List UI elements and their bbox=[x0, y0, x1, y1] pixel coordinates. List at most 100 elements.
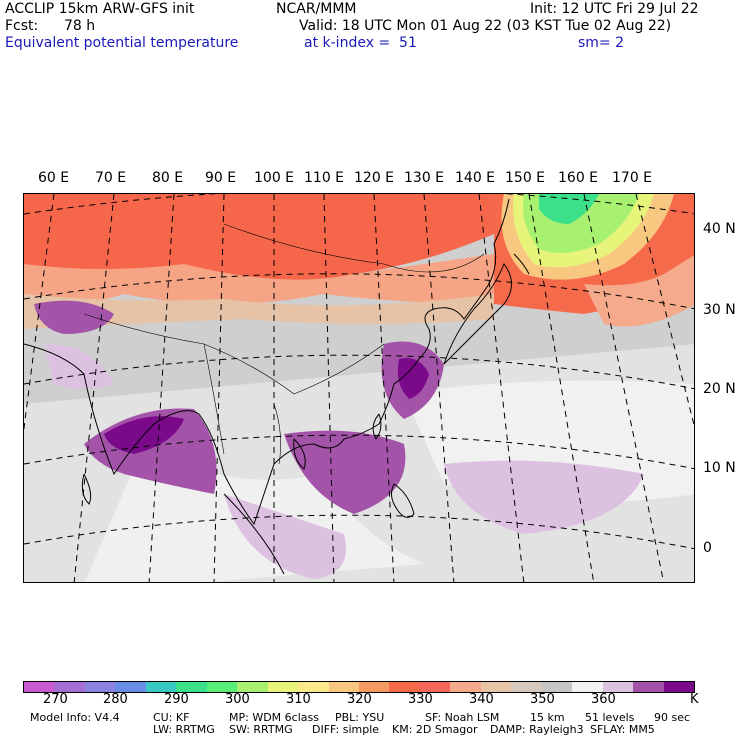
model-info-diff: DIFF: simple bbox=[312, 723, 380, 736]
model-title: ACCLIP 15km ARW-GFS init bbox=[5, 1, 195, 17]
model-info-cu: CU: KF bbox=[153, 711, 190, 724]
model-info-timestep: 90 sec bbox=[654, 711, 691, 724]
lon-label: 70 E bbox=[95, 170, 127, 186]
colorbar-swatch bbox=[541, 682, 573, 692]
field-name: Equivalent potential temperature bbox=[5, 35, 239, 51]
dark-purple-east-china bbox=[397, 358, 429, 399]
north-salmon-band bbox=[24, 254, 494, 314]
lon-line-170 bbox=[635, 194, 694, 427]
ne-green-core bbox=[539, 194, 599, 224]
lon-label: 130 E bbox=[404, 170, 445, 186]
lat-label: 10 N bbox=[703, 460, 736, 476]
map-panel bbox=[23, 193, 695, 583]
north-tan-band bbox=[24, 294, 494, 329]
model-info-km: KM: 2D Smagor bbox=[392, 723, 478, 736]
hainan-coastline bbox=[293, 438, 306, 470]
colorbar-tick: 330 bbox=[408, 692, 433, 707]
colorbar-swatch bbox=[419, 682, 451, 692]
lilac-region-south bbox=[224, 494, 346, 579]
colorbar-swatch bbox=[602, 682, 634, 692]
border-3 bbox=[273, 403, 281, 465]
valid-time: Valid: 18 UTC Mon 01 Aug 22 (03 KST Tue … bbox=[299, 18, 672, 34]
purple-region-scs bbox=[284, 430, 406, 514]
model-info-levels: 51 levels bbox=[585, 711, 635, 724]
colorbar-swatch bbox=[328, 682, 359, 692]
japan-coastline bbox=[443, 262, 512, 365]
lon-label: 120 E bbox=[354, 170, 395, 186]
model-info-version: Model Info: V4.4 bbox=[30, 711, 120, 724]
model-info-resolution: 15 km bbox=[530, 711, 565, 724]
model-info-mp: MP: WDM 6class bbox=[229, 711, 319, 724]
colorbar-swatch bbox=[267, 682, 299, 692]
coastlines bbox=[24, 198, 530, 575]
map-graphic bbox=[24, 194, 694, 582]
lon-label: 160 E bbox=[558, 170, 599, 186]
lat-label: 0 bbox=[703, 540, 712, 556]
colorbar-swatch bbox=[24, 682, 55, 692]
forecast-label: Fcst: bbox=[5, 18, 39, 34]
colorbar-tick: 340 bbox=[469, 692, 494, 707]
country-borders bbox=[83, 223, 485, 465]
philippines-coastline bbox=[391, 483, 415, 518]
colorbar-swatch bbox=[663, 682, 694, 692]
colorbar-tick: 360 bbox=[591, 692, 616, 707]
colorbar-tick: 290 bbox=[164, 692, 189, 707]
colorbar-tick: 310 bbox=[286, 692, 311, 707]
purple-region-west bbox=[34, 300, 114, 334]
lon-line-160 bbox=[583, 194, 665, 582]
border-2 bbox=[203, 343, 225, 455]
model-info-pbl: PBL: YSU bbox=[335, 711, 385, 724]
colorbar-tick: 350 bbox=[530, 692, 555, 707]
forecast-hours: 78 h bbox=[64, 18, 96, 34]
colorbar-swatch bbox=[572, 682, 603, 692]
colorbar-swatch bbox=[115, 682, 146, 692]
asia-coastline bbox=[24, 198, 510, 526]
colorbar-tick: 300 bbox=[225, 692, 250, 707]
lon-label: 170 E bbox=[612, 170, 653, 186]
colorbar-unit: K bbox=[690, 692, 699, 707]
colorbar-swatch bbox=[145, 682, 177, 692]
lon-label: 60 E bbox=[38, 170, 70, 186]
lon-label: 100 E bbox=[254, 170, 295, 186]
model-info-lw: LW: RRTMG bbox=[153, 723, 215, 736]
taiwan-coastline bbox=[372, 413, 382, 440]
colorbar-swatch bbox=[358, 682, 390, 692]
colorbar bbox=[23, 681, 695, 693]
graticule bbox=[24, 194, 694, 582]
colorbar-tick: 270 bbox=[43, 692, 68, 707]
colorbar-swatch bbox=[389, 682, 420, 692]
border-4 bbox=[223, 223, 485, 273]
sumatra-coastline bbox=[223, 493, 285, 575]
model-info-damp: DAMP: Rayleigh3 bbox=[490, 723, 584, 736]
colorbar-swatch bbox=[54, 682, 85, 692]
lilac-region-pacific bbox=[444, 460, 644, 534]
colorbar-swatch bbox=[480, 682, 512, 692]
hokkaido-coastline bbox=[513, 253, 530, 275]
lon-label: 90 E bbox=[205, 170, 237, 186]
sri-lanka-coastline bbox=[81, 473, 92, 505]
lat-label: 30 N bbox=[703, 302, 736, 318]
colorbar-swatch bbox=[511, 682, 542, 692]
border-1 bbox=[83, 313, 385, 395]
model-info-sflay: SFLAY: MM5 bbox=[590, 723, 655, 736]
colorbar-swatch bbox=[298, 682, 329, 692]
colorbar-swatch bbox=[633, 682, 664, 692]
colorbar-swatch bbox=[206, 682, 238, 692]
colorbar-swatch bbox=[450, 682, 481, 692]
model-info-sf: SF: Noah LSM bbox=[425, 711, 500, 724]
colorbar-tick: 280 bbox=[103, 692, 128, 707]
init-time: Init: 12 UTC Fri 29 Jul 22 bbox=[530, 1, 699, 17]
lon-label: 150 E bbox=[505, 170, 546, 186]
lon-label: 80 E bbox=[152, 170, 184, 186]
lat-label: 20 N bbox=[703, 381, 736, 397]
colorbar-swatch bbox=[176, 682, 207, 692]
colorbar-swatch bbox=[237, 682, 268, 692]
ne-salmon-tail bbox=[584, 255, 694, 327]
model-info-sw: SW: RRTMG bbox=[229, 723, 293, 736]
level-label: at k-index = 51 bbox=[304, 35, 417, 51]
colorbar-tick: 320 bbox=[347, 692, 372, 707]
lat-label: 40 N bbox=[703, 221, 736, 237]
center-label: NCAR/MMM bbox=[276, 1, 357, 17]
smoothing-label: sm= 2 bbox=[578, 35, 625, 51]
lon-label: 140 E bbox=[455, 170, 496, 186]
